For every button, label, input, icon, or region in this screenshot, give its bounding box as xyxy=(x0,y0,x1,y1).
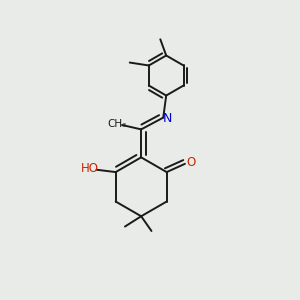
Text: CH₃: CH₃ xyxy=(107,119,126,129)
Text: HO: HO xyxy=(81,162,99,175)
Text: N: N xyxy=(163,112,172,125)
Text: O: O xyxy=(187,157,196,169)
